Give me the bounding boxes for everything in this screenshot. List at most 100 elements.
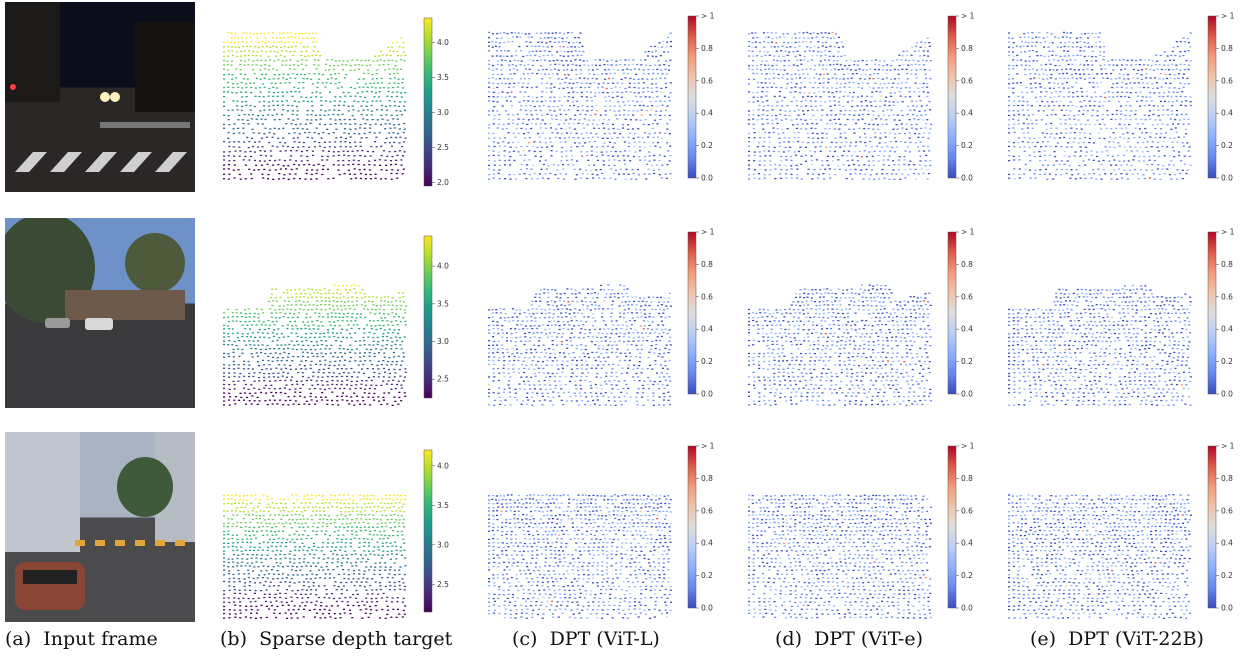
colorbar-tick-label: 0.8: [701, 260, 713, 269]
colorbar-tick-label: 3.0: [437, 540, 449, 549]
error-points: [1008, 31, 1192, 180]
colorbar-tick-label: 0.0: [961, 604, 973, 613]
error-points: [748, 284, 932, 406]
colorbar-tick-label: 3.0: [437, 108, 449, 117]
colorbar-tick-label: 0.0: [1221, 390, 1233, 399]
caption-e: (e) DPT (ViT-22B): [1030, 628, 1204, 650]
colorbar-tick-label: 0.2: [701, 357, 713, 366]
colorbar-tick-label: 0.4: [961, 325, 973, 334]
caption-a: (a) Input frame: [5, 628, 158, 650]
colorbar-tick-label: 0.6: [701, 292, 713, 301]
sparse-depth-panel: 4.0 3.5 3.0 2.5: [223, 449, 449, 619]
colorbar-tick-label: 3.5: [437, 299, 449, 308]
colorbar-tick-label: > 1: [701, 228, 715, 237]
sparse-depth-panel: 4.0 3.5 3.0 2.5 2.0: [223, 17, 449, 187]
colorbar-tick-label: 0.8: [1221, 260, 1233, 269]
error-points: [488, 494, 673, 619]
colorbar-tick-label: 0.6: [961, 76, 973, 85]
colorbar-tick-label: 0.4: [961, 109, 973, 118]
colorbar-tick-label: 0.4: [1221, 539, 1233, 548]
colorbar-tick-label: 0.4: [701, 539, 713, 548]
error-points: [488, 284, 673, 406]
colorbar-tick-label: 0.4: [1221, 325, 1233, 334]
colorbar-tick-label: 0.2: [961, 141, 973, 150]
colorbar-tick-label: > 1: [961, 228, 975, 237]
sparse-depth-panel: 4.0 3.5 3.0 2.5: [223, 235, 449, 406]
error-points: [1008, 284, 1192, 406]
error-panel: > 1 0.8 0.6 0.4 0.2 0.0: [488, 228, 715, 406]
input-frame-night-intersection: [5, 2, 195, 192]
error-panel: > 1 0.8 0.6 0.4 0.2 0.0: [1008, 442, 1235, 619]
colorbar-tick-label: 3.0: [437, 337, 449, 346]
colorbar-tick-label: 3.5: [437, 501, 449, 510]
colorbar-tick-label: > 1: [961, 442, 975, 451]
error-points: [488, 31, 672, 180]
colorbar-tick-label: 4.0: [437, 461, 449, 470]
colorbar-tick-label: 0.0: [701, 174, 713, 183]
error-panel: > 1 0.8 0.6 0.4 0.2 0.0: [748, 12, 975, 183]
colorbar-tick-label: 0.4: [961, 539, 973, 548]
input-frame-city-crosswalk: [5, 432, 195, 622]
colorbar-tick-label: 0.2: [961, 357, 973, 366]
colorbar-tick-label: 0.8: [961, 260, 973, 269]
colorbar-tick-label: 0.8: [961, 44, 973, 53]
colorbar-tick-label: 0.6: [701, 506, 713, 515]
caption-d: (d) DPT (ViT-e): [775, 628, 924, 650]
error-panel: > 1 0.8 0.6 0.4 0.2 0.0: [1008, 228, 1235, 406]
colorbar-tick-label: 0.2: [961, 571, 973, 580]
input-frame: [5, 432, 195, 622]
colorbar: [687, 445, 697, 609]
colorbar-tick-label: 3.5: [437, 73, 449, 82]
colorbar: [1207, 15, 1217, 179]
colorbar-tick-label: 0.8: [961, 474, 973, 483]
colorbar: [687, 15, 697, 179]
colorbar-tick-label: 0.2: [1221, 357, 1233, 366]
colorbar-tick-label: 0.0: [701, 604, 713, 613]
colorbar-tick-label: 0.6: [961, 292, 973, 301]
colorbar-tick-label: 0.4: [701, 109, 713, 118]
colorbar-tick-label: 2.5: [437, 580, 449, 589]
input-frame: [5, 218, 195, 408]
depth-points: [223, 31, 407, 180]
colorbar-tick-label: 0.0: [961, 174, 973, 183]
colorbar: [687, 231, 697, 395]
colorbar: [1207, 231, 1217, 395]
colorbar-tick-label: 0.2: [701, 141, 713, 150]
colorbar-tick-label: 0.2: [1221, 141, 1233, 150]
colorbar-tick-label: 0.0: [701, 390, 713, 399]
colorbar-tick-label: > 1: [1221, 228, 1235, 237]
colorbar-tick-label: 0.0: [1221, 604, 1233, 613]
colorbar-tick-label: 0.4: [1221, 109, 1233, 118]
error-panel: > 1 0.8 0.6 0.4 0.2 0.0: [488, 442, 715, 619]
error-panel: > 1 0.8 0.6 0.4 0.2 0.0: [488, 12, 715, 183]
colorbar-tick-label: > 1: [1221, 442, 1235, 451]
colorbar-tick-label: 0.2: [701, 571, 713, 580]
error-points: [748, 494, 933, 619]
colorbar: [1207, 445, 1217, 609]
depth-points: [223, 494, 407, 619]
colorbar-tick-label: > 1: [1221, 12, 1235, 21]
colorbar-tick-label: 0.8: [701, 474, 713, 483]
colorbar-tick-label: 0.0: [961, 390, 973, 399]
error-panel: > 1 0.8 0.6 0.4 0.2 0.0: [1008, 12, 1235, 183]
error-panel: > 1 0.8 0.6 0.4 0.2 0.0: [748, 442, 975, 619]
colorbar-tick-label: > 1: [701, 12, 715, 21]
input-frame-dusk-street-trees: [5, 218, 195, 408]
error-points: [1008, 494, 1192, 619]
error-points: [748, 31, 933, 180]
caption-b: (b) Sparse depth target: [220, 628, 453, 650]
colorbar-tick-label: 0.8: [701, 44, 713, 53]
colorbar: [423, 17, 433, 187]
colorbar: [423, 449, 433, 613]
colorbar-tick-label: 0.6: [961, 506, 973, 515]
colorbar-tick-label: 0.6: [1221, 506, 1233, 515]
colorbar: [947, 231, 957, 395]
colorbar-tick-label: 0.0: [1221, 174, 1233, 183]
colorbar-tick-label: 0.8: [1221, 474, 1233, 483]
colorbar-tick-label: 0.6: [1221, 76, 1233, 85]
colorbar-tick-label: 4.0: [437, 262, 449, 271]
colorbar-tick-label: 4.0: [437, 38, 449, 47]
colorbar-tick-label: > 1: [701, 442, 715, 451]
colorbar-tick-label: 0.4: [701, 325, 713, 334]
